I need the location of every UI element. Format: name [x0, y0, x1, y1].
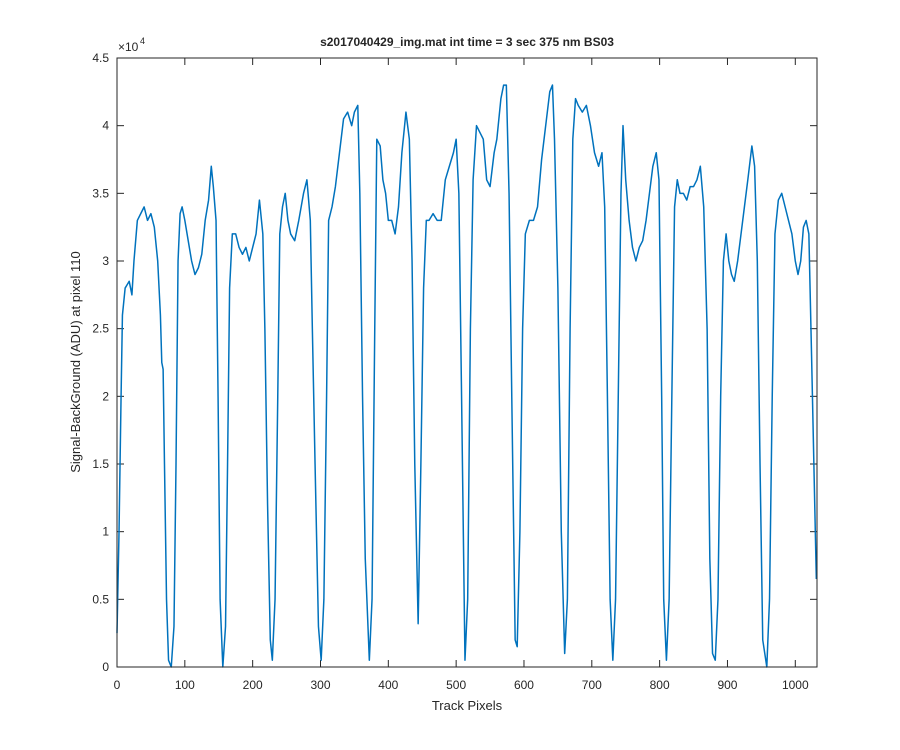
axes-box [116, 57, 818, 668]
x-tick-label: 400 [378, 678, 398, 692]
x-tick-label: 200 [243, 678, 263, 692]
x-axis-label: Track Pixels [432, 698, 503, 713]
y-multiplier: ×10 [118, 40, 139, 54]
y-tick-label: 0.5 [92, 592, 109, 606]
y-tick-label: 2 [102, 389, 109, 403]
y-tick-label: 3.5 [92, 186, 109, 200]
x-tick-label: 900 [717, 678, 737, 692]
x-tick-label: 800 [650, 678, 670, 692]
x-tick-label: 1000 [782, 678, 809, 692]
x-tick-label: 700 [582, 678, 602, 692]
x-tick-label: 500 [446, 678, 466, 692]
y-tick-label: 4 [102, 119, 109, 133]
x-tick-label: 600 [514, 678, 534, 692]
y-axis-label: Signal-BackGround (ADU) at pixel 110 [68, 251, 83, 473]
y-tick-label: 1 [102, 525, 109, 539]
y-tick-label: 1.5 [92, 457, 109, 471]
chart-title: s2017040429_img.mat int time = 3 sec 375… [320, 35, 614, 49]
y-tick-label: 4.5 [92, 51, 109, 65]
y-tick-label: 2.5 [92, 322, 109, 336]
x-tick-label: 300 [310, 678, 330, 692]
data-line [116, 84, 818, 668]
x-tick-label: 100 [175, 678, 195, 692]
x-tick-label: 0 [114, 678, 121, 692]
y-tick-label: 3 [102, 254, 109, 268]
y-multiplier-exponent: 4 [140, 36, 145, 46]
y-tick-label: 0 [102, 660, 109, 674]
